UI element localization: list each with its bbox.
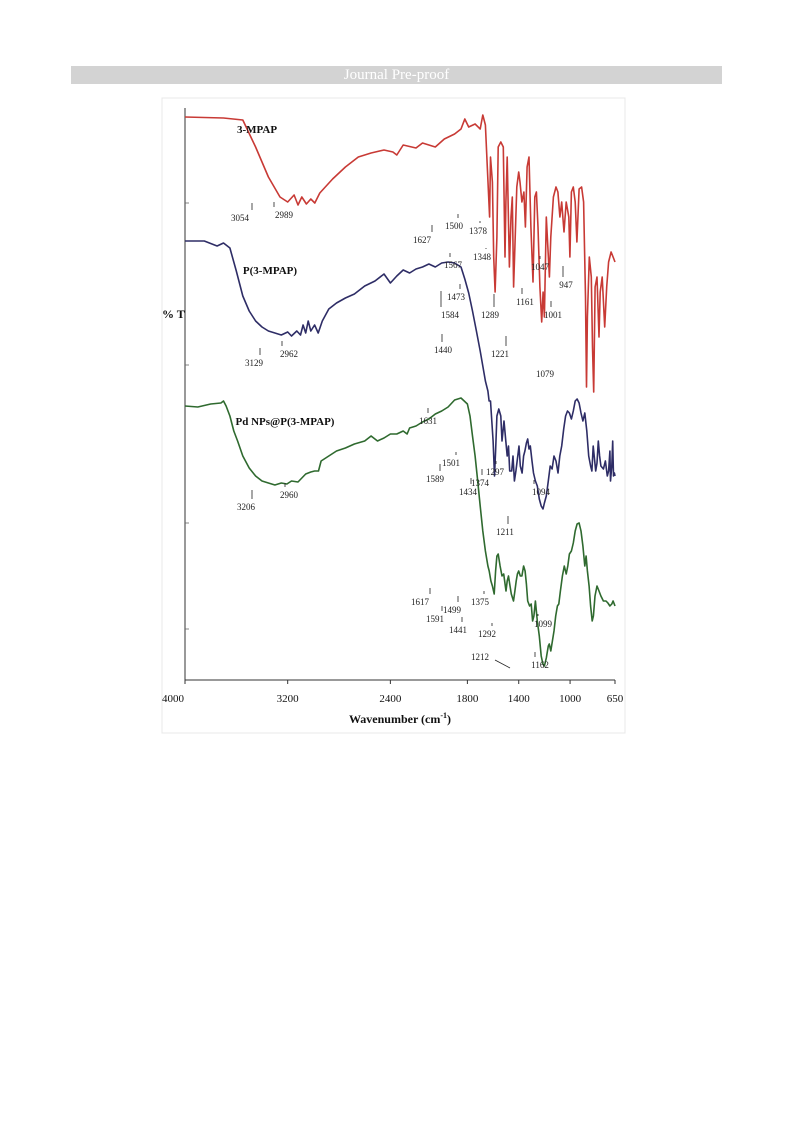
peak-label-947: 947: [559, 266, 573, 290]
peak-label-1162: 1162: [531, 652, 549, 670]
svg-text:1584: 1584: [441, 310, 460, 320]
svg-text:1348: 1348: [473, 252, 492, 262]
peak-label-1631: 1631: [419, 408, 437, 426]
svg-text:1212: 1212: [471, 652, 489, 662]
peak-label-2960: 2960: [280, 483, 299, 500]
peak-label-1292: 1292: [478, 623, 496, 639]
peak-label-1589: 1589: [426, 464, 445, 484]
svg-text:1001: 1001: [544, 310, 562, 320]
svg-text:1499: 1499: [443, 605, 462, 615]
svg-text:2989: 2989: [275, 210, 294, 220]
x-tick-label: 3200: [277, 693, 300, 705]
series-p-3-mpap: [185, 240, 616, 510]
peak-label-1094: 1094: [532, 480, 551, 497]
svg-text:1567: 1567: [444, 260, 463, 270]
svg-text:1047: 1047: [531, 262, 550, 272]
peak-label-1375: 1375: [471, 591, 490, 607]
peak-label-1047: 1047: [531, 256, 550, 272]
peak-label-1378: 1378: [469, 221, 488, 236]
journal-banner: Journal Pre-proof: [71, 66, 722, 84]
series-label: 3-MPAP: [237, 124, 277, 136]
peak-label-1473: 1473: [447, 284, 466, 302]
peak-label-1440: 1440: [434, 334, 453, 355]
svg-text:1289: 1289: [481, 310, 500, 320]
peak-label-3054: 3054: [231, 203, 253, 223]
svg-text:1473: 1473: [447, 292, 466, 302]
plot-frame: [161, 97, 626, 734]
svg-text:3206: 3206: [237, 502, 256, 512]
peak-label-1441: 1441: [449, 617, 467, 635]
peak-label-3129: 3129: [245, 348, 264, 368]
x-tick-label: 1400: [508, 693, 531, 705]
peak-label-1584: 1584: [440, 291, 460, 320]
peak-label-1499: 1499: [443, 596, 462, 615]
peak-label-1591: 1591: [426, 606, 444, 624]
svg-text:1441: 1441: [449, 625, 467, 635]
series-pd-nps-p-3-mpap: [184, 397, 616, 667]
peak-label-1001: 1001: [544, 301, 562, 320]
series-label: Pd NPs@P(3-MPAP): [236, 416, 335, 428]
y-axis-label: % T: [162, 307, 185, 321]
svg-text:1631: 1631: [419, 416, 437, 426]
peak-label-1627: 1627: [413, 225, 433, 245]
svg-text:1374: 1374: [471, 478, 490, 488]
peak-label-3206: 3206: [237, 490, 256, 512]
svg-text:1161: 1161: [516, 297, 534, 307]
svg-text:2962: 2962: [280, 349, 298, 359]
peak-label-1289: 1289: [481, 294, 500, 320]
svg-text:1627: 1627: [413, 235, 432, 245]
peak-label-1079: 1079: [536, 369, 555, 379]
peak-label-1567: 1567: [444, 253, 463, 270]
svg-text:2960: 2960: [280, 490, 299, 500]
peak-label-1501: 1501: [442, 452, 460, 468]
svg-text:1500: 1500: [445, 221, 464, 231]
x-tick-label: 1000: [559, 693, 582, 705]
peak-label-2962: 2962: [280, 341, 298, 359]
svg-text:1591: 1591: [426, 614, 444, 624]
svg-text:3054: 3054: [231, 213, 250, 223]
series-label: P(3-MPAP): [243, 265, 297, 277]
x-tick-label: 4000: [162, 693, 185, 705]
leader-1212: [494, 659, 511, 669]
peak-label-1211: 1211: [496, 516, 514, 537]
svg-text:1094: 1094: [532, 487, 551, 497]
svg-text:1617: 1617: [411, 597, 430, 607]
peak-label-1099: 1099: [534, 614, 553, 629]
svg-text:947: 947: [559, 280, 573, 290]
svg-text:1297: 1297: [486, 467, 505, 477]
svg-text:1211: 1211: [496, 527, 514, 537]
peak-label-1297: 1297: [486, 461, 505, 477]
x-tick-label: 2400: [379, 693, 402, 705]
peak-label-1161: 1161: [516, 288, 534, 307]
svg-text:1079: 1079: [536, 369, 555, 379]
svg-text:1292: 1292: [478, 629, 496, 639]
svg-text:1440: 1440: [434, 345, 453, 355]
svg-text:1221: 1221: [491, 349, 509, 359]
peak-label-1212: 1212: [471, 652, 489, 662]
svg-text:1434: 1434: [459, 487, 478, 497]
series-3-mpap: [184, 114, 616, 393]
peak-label-1500: 1500: [445, 214, 464, 231]
svg-text:1162: 1162: [531, 660, 549, 670]
x-axis-label: Wavenumber (cm-1): [349, 711, 451, 726]
x-tick-label: 650: [607, 693, 624, 705]
peak-label-1221: 1221: [491, 336, 509, 359]
svg-text:1378: 1378: [469, 226, 488, 236]
svg-text:1375: 1375: [471, 597, 490, 607]
svg-text:1099: 1099: [534, 619, 553, 629]
peak-label-2989: 2989: [273, 202, 294, 220]
x-tick-label: 1800: [456, 693, 479, 705]
peak-label-1617: 1617: [411, 588, 431, 607]
peak-label-1374: 1374: [471, 469, 490, 488]
svg-text:1501: 1501: [442, 458, 460, 468]
peak-label-1434: 1434: [459, 478, 478, 497]
svg-text:1589: 1589: [426, 474, 445, 484]
svg-text:3129: 3129: [245, 358, 264, 368]
peak-label-1348: 1348: [473, 248, 492, 262]
